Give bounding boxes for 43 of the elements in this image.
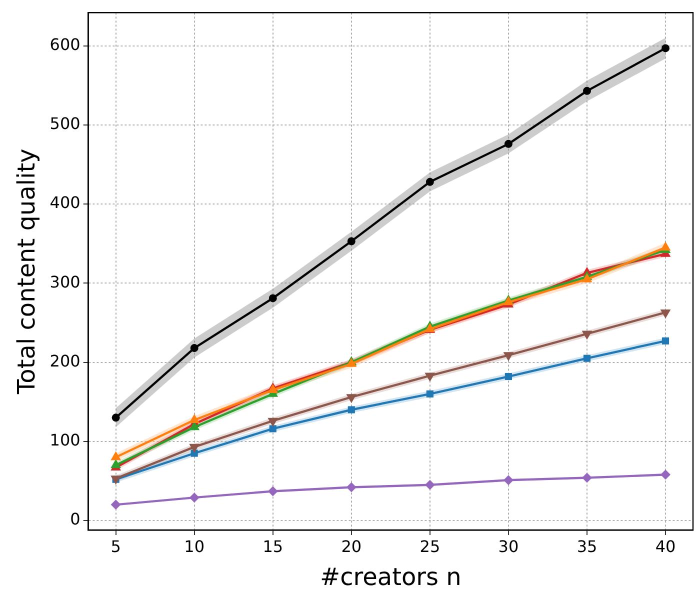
y-axis-title: Total content quality <box>12 148 41 395</box>
point <box>424 480 435 490</box>
y-tick-label: 300 <box>50 272 80 292</box>
point <box>190 422 200 430</box>
point <box>503 475 514 486</box>
y-tick-label: 200 <box>50 351 80 370</box>
point <box>268 486 278 496</box>
x-tick-label: 10 <box>184 536 205 556</box>
point <box>660 470 671 480</box>
point <box>426 390 434 398</box>
point <box>426 178 434 186</box>
point <box>268 294 277 302</box>
point <box>582 86 591 95</box>
y-tick-label: 0 <box>70 510 80 529</box>
point <box>189 492 200 503</box>
y-tick-label: 500 <box>50 114 80 134</box>
point <box>582 472 592 483</box>
point <box>190 344 198 352</box>
x-tick-label: 25 <box>420 536 440 556</box>
x-tick-label: 40 <box>655 536 676 556</box>
x-tick-label: 5 <box>110 536 121 556</box>
x-tick-label: 35 <box>576 536 598 556</box>
point <box>347 237 356 246</box>
point <box>582 274 592 282</box>
x-tick-label: 20 <box>341 536 362 556</box>
point <box>662 337 670 344</box>
x-axis-title: #creators n <box>320 562 462 591</box>
point <box>269 425 276 432</box>
point <box>504 372 512 380</box>
y-tick-label: 100 <box>50 430 80 450</box>
point <box>662 44 670 52</box>
x-tick-label: 15 <box>262 536 284 556</box>
point <box>346 482 356 492</box>
point <box>583 354 591 362</box>
y-tick-label: 400 <box>50 193 80 212</box>
point <box>112 414 120 422</box>
point <box>110 452 121 460</box>
point <box>190 414 200 424</box>
point <box>110 500 121 510</box>
point <box>348 406 355 414</box>
y-tick-label: 600 <box>50 34 80 54</box>
x-tick-label: 30 <box>498 536 519 556</box>
point <box>504 140 512 148</box>
